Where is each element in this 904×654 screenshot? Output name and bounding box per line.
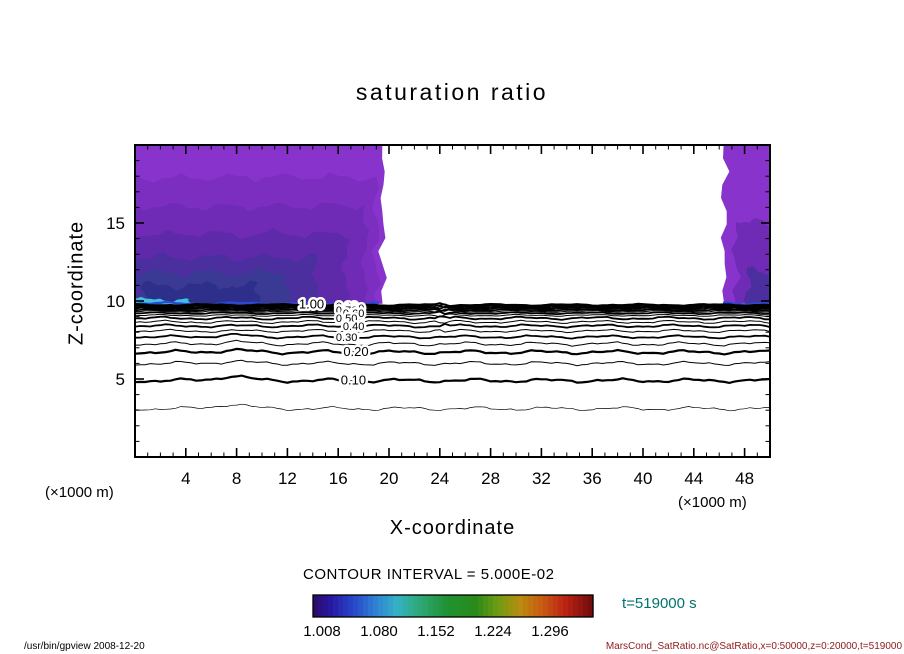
svg-text:24: 24 (430, 469, 449, 488)
svg-text:0.10: 0.10 (341, 373, 366, 388)
svg-text:48: 48 (735, 469, 754, 488)
footer-data-source: MarsCond_SatRatio.nc@SatRatio,x=0:50000,… (605, 641, 902, 652)
colorbar: 1.008 1.080 1.152 1.224 1.296 (303, 594, 594, 640)
x-axis-label: X-coordinate (389, 517, 516, 539)
svg-text:1.224: 1.224 (474, 623, 512, 640)
svg-text:36: 36 (583, 469, 602, 488)
svg-text:44: 44 (684, 469, 703, 488)
x-axis-unit-label: (×1000 m) (678, 494, 747, 511)
svg-text:1.080: 1.080 (360, 623, 398, 640)
svg-text:16: 16 (329, 469, 348, 488)
contour-interval-caption: CONTOUR INTERVAL = 5.000E-02 (303, 566, 555, 583)
svg-text:0.50: 0.50 (336, 313, 357, 325)
svg-text:12: 12 (278, 469, 297, 488)
svg-text:1.296: 1.296 (531, 623, 569, 640)
plot-title: saturation ratio (355, 79, 549, 105)
contour-line-labels: 1.00 0.20 0.10 0.900.800.700.600.500.400.30 (296, 294, 371, 390)
svg-text:0.20: 0.20 (343, 344, 368, 359)
svg-text:0.80: 0.80 (343, 303, 364, 315)
svg-text:40: 40 (634, 469, 653, 488)
svg-text:32: 32 (532, 469, 551, 488)
svg-text:5: 5 (116, 370, 125, 389)
svg-text:8: 8 (232, 469, 241, 488)
svg-text:0.60: 0.60 (343, 308, 364, 320)
svg-text:15: 15 (106, 214, 125, 233)
svg-text:0.70: 0.70 (336, 305, 357, 317)
filled-contour-regions (135, 145, 770, 307)
svg-text:4: 4 (181, 469, 190, 488)
svg-text:0.90: 0.90 (336, 301, 357, 313)
svg-text:1.152: 1.152 (417, 623, 455, 640)
z-axis-unit-label: (×1000 m) (45, 484, 114, 501)
svg-text:0.30: 0.30 (336, 332, 357, 344)
svg-text:20: 20 (380, 469, 399, 488)
svg-text:1.00: 1.00 (299, 297, 324, 312)
footer-command-line: /usr/bin/gpview 2008-12-20 (24, 641, 145, 652)
contour-lines (135, 302, 770, 412)
svg-text:1.008: 1.008 (303, 623, 341, 640)
svg-text:0.40: 0.40 (343, 321, 364, 333)
time-label: t=519000 s (622, 595, 697, 612)
svg-text:28: 28 (481, 469, 500, 488)
svg-text:10: 10 (106, 292, 125, 311)
